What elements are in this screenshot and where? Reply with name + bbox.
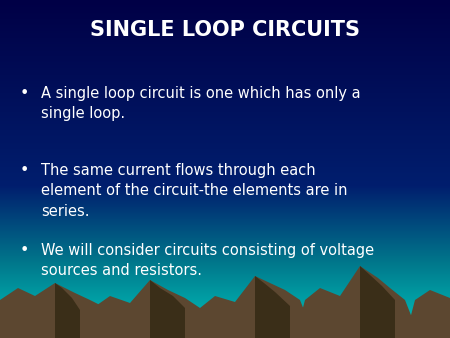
Text: A single loop circuit is one which has only a
single loop.: A single loop circuit is one which has o…: [41, 86, 361, 121]
Polygon shape: [55, 283, 80, 338]
Text: •: •: [19, 243, 29, 258]
Polygon shape: [405, 290, 450, 338]
Polygon shape: [360, 266, 395, 338]
Text: •: •: [19, 86, 29, 100]
Polygon shape: [255, 276, 290, 338]
Polygon shape: [150, 280, 185, 338]
Polygon shape: [80, 280, 210, 338]
Text: SINGLE LOOP CIRCUITS: SINGLE LOOP CIRCUITS: [90, 20, 360, 40]
Polygon shape: [295, 266, 420, 338]
Text: The same current flows through each
element of the circuit-the elements are in
s: The same current flows through each elem…: [41, 163, 348, 219]
Text: •: •: [19, 163, 29, 178]
Text: We will consider circuits consisting of voltage
sources and resistors.: We will consider circuits consisting of …: [41, 243, 374, 278]
Polygon shape: [185, 276, 315, 338]
Polygon shape: [0, 283, 120, 338]
